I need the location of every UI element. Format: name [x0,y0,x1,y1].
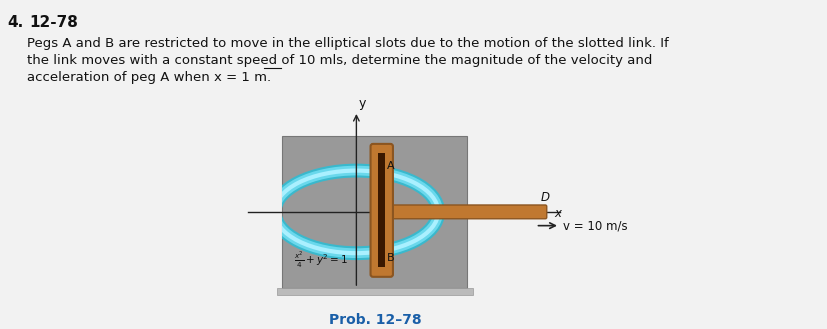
Bar [378,153,385,267]
Text: acceleration of peg A when x = 1 m.: acceleration of peg A when x = 1 m. [27,71,271,84]
Text: D: D [540,190,549,204]
Text: v = 10 m/s: v = 10 m/s [562,219,627,232]
Text: Pegs A and B are restricted to move in the elliptical slots due to the motion of: Pegs A and B are restricted to move in t… [27,38,668,50]
Text: y: y [358,97,366,110]
Text: the link moves with a constant speed of 10 mls, determine the magnitude of the v: the link moves with a constant speed of … [27,54,652,67]
Text: B: B [386,253,394,263]
Bar [282,136,466,288]
Text: A: A [386,161,394,171]
FancyBboxPatch shape [370,144,393,277]
Text: x: x [553,207,561,220]
Bar [276,288,473,295]
FancyBboxPatch shape [371,205,546,219]
Text: Prob. 12–78: Prob. 12–78 [328,313,421,327]
Text: 12-78: 12-78 [29,15,78,30]
Text: 4.: 4. [7,15,24,30]
Text: $\frac{x^2}{4} + y^2 = 1$: $\frac{x^2}{4} + y^2 = 1$ [294,250,348,270]
